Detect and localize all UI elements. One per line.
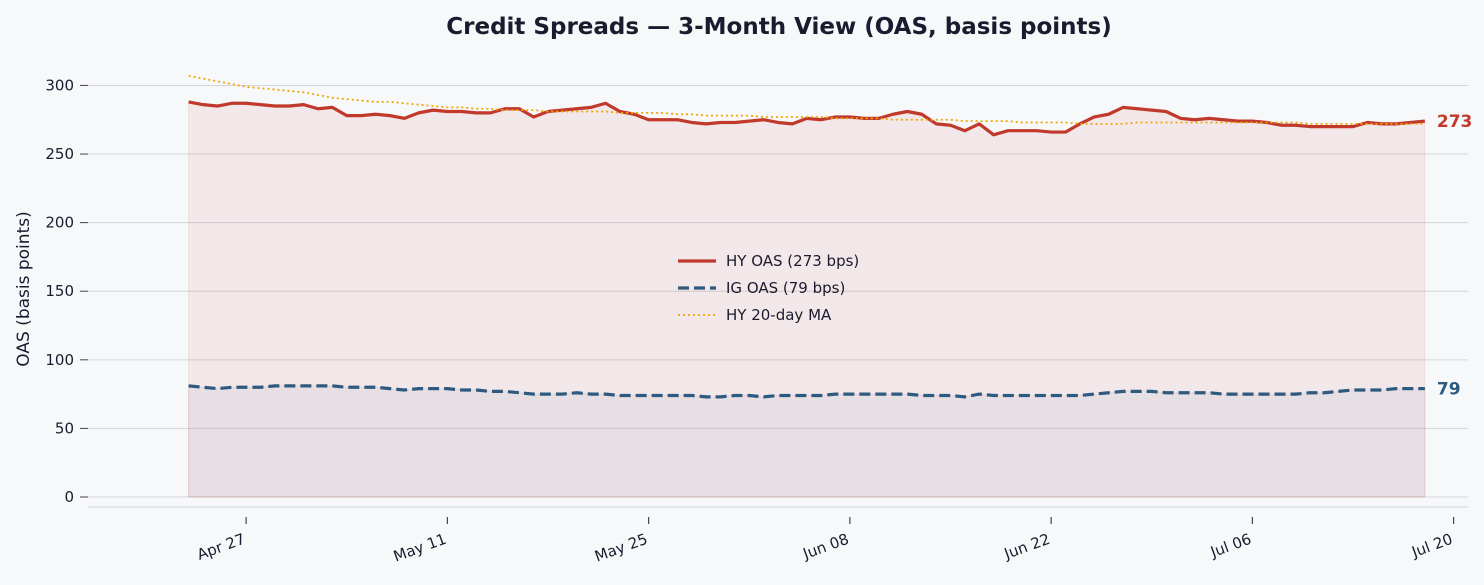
legend-entry: IG OAS (79 bps) xyxy=(726,279,845,297)
x-tick-label: May 11 xyxy=(391,530,449,566)
legend: HY OAS (273 bps) IG OAS (79 bps) HY 20-day… xyxy=(678,252,859,324)
y-axis-label: OAS (basis points) xyxy=(14,211,34,366)
y-tick-label: 200 xyxy=(45,214,74,232)
y-axis: 0 50 100 150 200 250 300 xyxy=(45,76,88,506)
y-tick-label: 100 xyxy=(45,351,74,369)
legend-entry: HY 20-day MA xyxy=(726,306,832,324)
x-tick-label: May 25 xyxy=(592,530,650,566)
y-tick-label: 0 xyxy=(64,488,74,506)
series-end-label: 79 xyxy=(1437,380,1461,400)
series-line xyxy=(188,74,1425,125)
x-axis: Apr 27 May 11 May 25 Jun 08 Jun 22 Jul 06 Jul … xyxy=(88,506,1468,566)
y-tick-label: 250 xyxy=(45,145,74,163)
y-tick-label: 300 xyxy=(45,76,74,94)
series-line xyxy=(188,384,1425,399)
x-tick-label: Jun 22 xyxy=(1001,530,1053,563)
series-end-label: 273 xyxy=(1437,112,1473,132)
x-tick-label: Apr 27 xyxy=(195,530,248,564)
series-line xyxy=(188,100,1426,137)
x-tick-label: Jul 20 xyxy=(1408,530,1455,562)
series-area xyxy=(188,385,1426,498)
x-tick-label: Jul 06 xyxy=(1207,530,1254,562)
legend-entry: HY OAS (273 bps) xyxy=(726,252,859,270)
chart-title: Credit Spreads — 3-Month View (OAS, basi… xyxy=(446,14,1111,40)
series-lines xyxy=(188,74,1426,399)
y-tick-label: 50 xyxy=(55,419,74,437)
y-tick-label: 150 xyxy=(45,282,74,300)
end-labels: 273 79 xyxy=(1437,112,1473,400)
x-tick-label: Jun 08 xyxy=(800,530,852,563)
gridlines xyxy=(88,84,1468,498)
series-fills xyxy=(188,101,1426,498)
